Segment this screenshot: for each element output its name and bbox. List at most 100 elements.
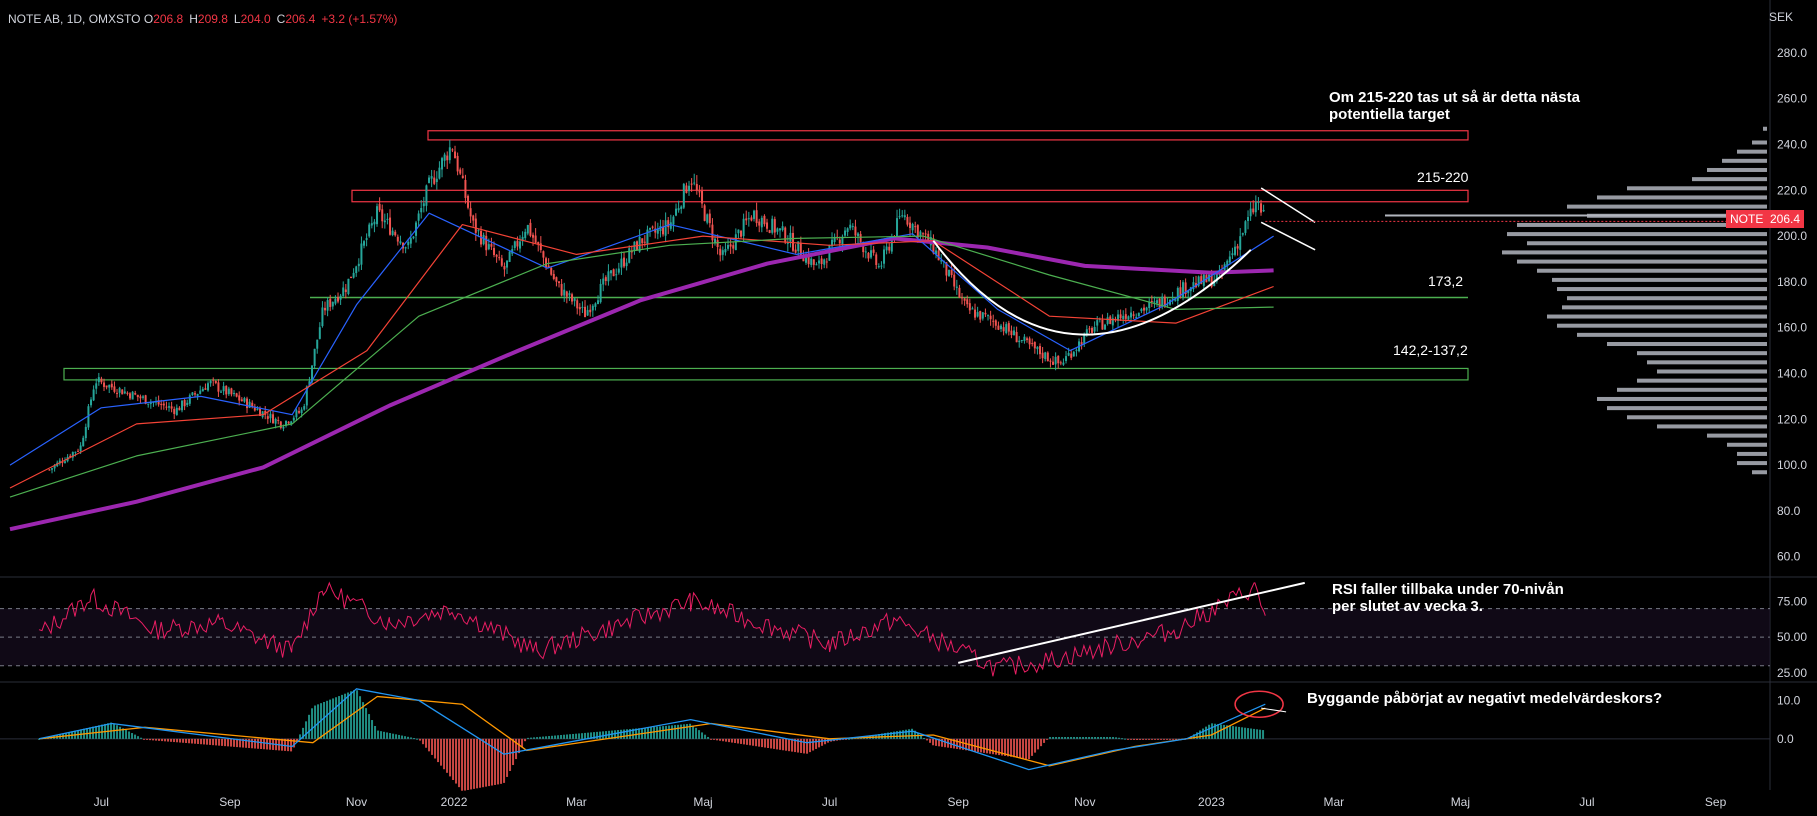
candle-body	[680, 206, 683, 209]
candle-body	[217, 382, 220, 392]
candle-body	[1117, 314, 1120, 321]
candle-body	[953, 274, 956, 287]
macd-histogram-bar	[800, 738, 803, 753]
sr-zone[interactable]	[63, 367, 1469, 381]
macd-histogram-bar	[899, 730, 902, 739]
candle-body	[1111, 318, 1114, 326]
candle-body	[924, 233, 927, 235]
macd-histogram-bar	[584, 732, 587, 739]
sr-zone[interactable]	[427, 130, 1469, 141]
candle-body	[69, 455, 72, 458]
candle-body	[235, 393, 238, 397]
macd-histogram-bar	[1139, 738, 1142, 740]
macd-histogram-bar	[167, 738, 170, 742]
candle-body	[898, 216, 901, 218]
macd-histogram-bar	[1052, 736, 1055, 739]
candle-body	[742, 218, 745, 237]
candle-body	[459, 169, 462, 174]
macd-histogram-bar	[590, 732, 593, 739]
macd-histogram-bar	[1121, 738, 1124, 740]
candle-body	[100, 378, 103, 383]
price-axis-tick: 120.0	[1777, 412, 1807, 426]
volume-profile-bar	[1502, 250, 1767, 255]
candle-body	[1044, 352, 1047, 359]
macd-histogram-bar	[158, 738, 161, 741]
candle-body	[342, 287, 345, 297]
macd-histogram-bar	[236, 738, 239, 748]
macd-histogram-bar	[191, 738, 194, 744]
macd-histogram-bar	[1145, 738, 1148, 740]
cup-drawing[interactable]	[932, 240, 1252, 336]
macd-histogram-bar	[356, 690, 359, 739]
macd-histogram-bar	[224, 738, 227, 747]
candle-body	[669, 222, 672, 229]
candle-body	[901, 215, 904, 217]
macd-histogram-bar	[374, 725, 377, 739]
macd-histogram-bar	[1133, 738, 1136, 740]
macd-histogram-bar	[413, 738, 416, 740]
rsi-trendline[interactable]	[958, 581, 1305, 664]
candle-body	[253, 406, 256, 411]
macd-histogram-bar	[200, 738, 203, 745]
macd-histogram-bar	[1142, 738, 1145, 740]
price-axis-tick: 240.0	[1777, 137, 1807, 151]
candle-body	[337, 296, 340, 302]
candle-body	[467, 195, 470, 208]
macd-histogram-bar	[1259, 729, 1262, 739]
candle-body	[1156, 300, 1159, 304]
candle-body	[175, 407, 178, 415]
macd-histogram-bar	[773, 738, 776, 749]
macd-histogram-bar	[161, 738, 164, 742]
macd-histogram-bar	[1019, 738, 1022, 759]
open-label: O	[143, 12, 154, 26]
candle-body	[810, 258, 813, 265]
macd-histogram-bar	[1091, 736, 1094, 739]
volume-profile-bar	[1752, 470, 1767, 475]
candle-body	[144, 395, 147, 404]
candle-body	[298, 411, 301, 413]
macd-histogram-bar	[1196, 732, 1199, 739]
candle-body	[706, 214, 709, 223]
symbol-name[interactable]: NOTE AB	[8, 12, 61, 26]
macd-histogram-bar	[1238, 726, 1241, 739]
macd-histogram-bar	[1028, 738, 1031, 760]
interval[interactable]: 1D	[66, 12, 83, 26]
macd-histogram-bar	[551, 735, 554, 739]
candle-body	[230, 388, 233, 395]
candle-body	[1150, 301, 1153, 303]
candle-body	[693, 182, 696, 184]
candle-body	[493, 248, 496, 255]
macd-histogram-bar	[662, 726, 665, 739]
candle-body	[1143, 307, 1146, 311]
candle-body	[1249, 208, 1252, 217]
candle-body	[277, 419, 280, 421]
candle-body	[825, 261, 828, 263]
candle-body	[1091, 327, 1094, 333]
candle-body	[404, 247, 407, 249]
macd-histogram-bar	[527, 737, 530, 739]
candle-body	[1158, 298, 1161, 308]
candle-body	[1184, 282, 1187, 295]
candle-body	[199, 390, 202, 394]
macd-histogram-bar	[626, 729, 629, 739]
macd-histogram-bar	[893, 731, 896, 739]
candle-body	[266, 416, 269, 419]
flag-trendline-upper[interactable]	[1260, 187, 1316, 223]
candle-body	[833, 236, 836, 242]
sr-zone[interactable]	[351, 189, 1469, 203]
macd-histogram-bar	[509, 738, 512, 771]
volume-profile-bar	[1517, 259, 1767, 264]
candle-body	[984, 312, 987, 315]
candle-body	[1104, 324, 1107, 330]
candle-body	[1140, 308, 1143, 312]
candle-body	[591, 305, 594, 311]
time-axis-tick: Sep	[948, 795, 970, 809]
candle-body	[334, 298, 337, 304]
candle-body	[168, 406, 171, 408]
flag-trendline-lower[interactable]	[1260, 221, 1316, 251]
candle-body	[147, 403, 150, 405]
macd-cross-highlight[interactable]	[1234, 690, 1284, 718]
candle-body	[714, 238, 717, 243]
candle-body	[209, 380, 212, 384]
